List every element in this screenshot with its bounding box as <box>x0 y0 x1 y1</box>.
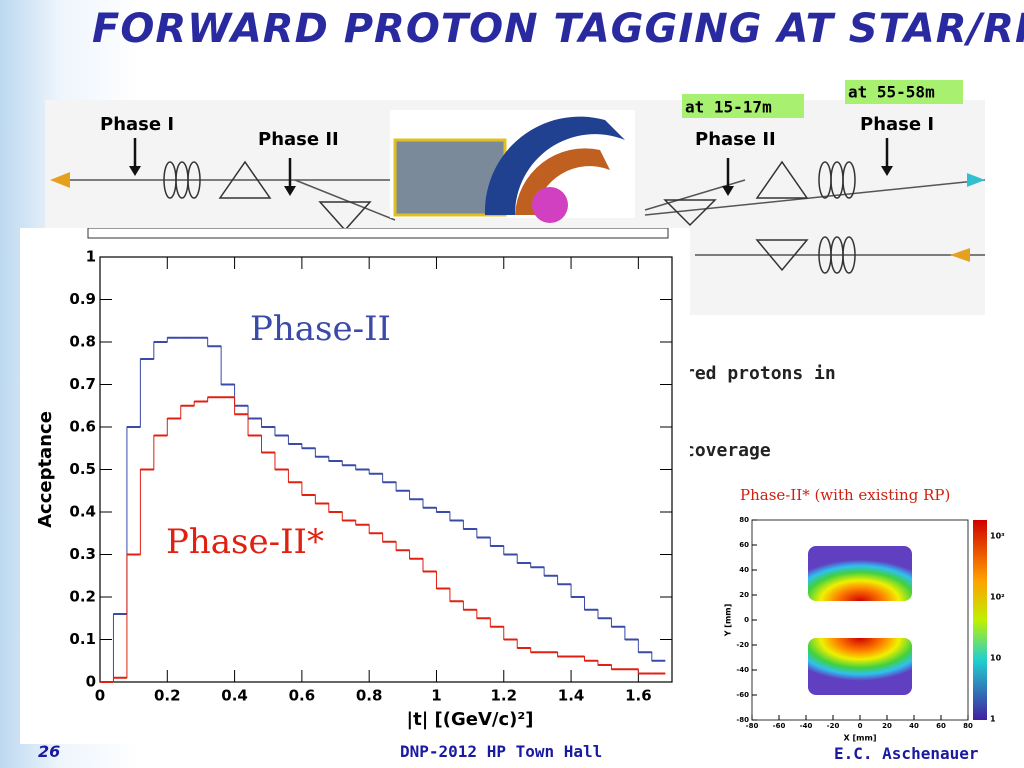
x-tick-label: 0.2 <box>154 687 181 705</box>
beam-line <box>294 179 396 221</box>
heatmap-y-tick-label: 80 <box>739 516 749 524</box>
y-tick-label: 0.7 <box>69 375 96 393</box>
heatmap-y-tick-label: 0 <box>744 616 749 624</box>
heatmap-x-tick-label: -80 <box>746 722 759 730</box>
magnets <box>163 160 856 274</box>
series-label: Phase-II <box>250 309 391 349</box>
heatmap-y-tick-label: 60 <box>739 541 749 549</box>
heatmap-ylabel: Y [mm] <box>724 604 733 638</box>
y-tick-label: 0.8 <box>69 333 96 351</box>
x-axis-label: |t| [(GeV/c)²] <box>407 709 534 730</box>
heatmap-background <box>718 478 1016 748</box>
colorbar-label: 1 <box>990 715 996 724</box>
heatmap-region <box>808 638 912 695</box>
heatmap-x-tick-label: 60 <box>936 722 946 730</box>
heatmap-xlabel: X [mm] <box>844 734 877 743</box>
bullet-text: coverage <box>684 440 771 461</box>
star-detector <box>390 110 635 223</box>
phase-label: Phase I <box>100 114 174 135</box>
x-tick-label: 0.8 <box>356 687 383 705</box>
beam-arrow <box>950 248 970 262</box>
footer-page: 26 <box>38 742 61 761</box>
colorbar-label: 10³ <box>990 532 1005 541</box>
location-label: at 15-17m <box>685 98 772 117</box>
y-tick-label: 1 <box>86 248 96 266</box>
y-tick-label: 0.4 <box>69 503 96 521</box>
y-tick-label: 0.6 <box>69 418 96 436</box>
chart-background <box>20 228 690 744</box>
label-highlight <box>845 80 963 104</box>
heatmap-x-tick-label: -60 <box>773 722 786 730</box>
phase-label: Phase II <box>258 129 339 150</box>
x-tick-label: 1 <box>431 687 441 705</box>
x-tick-label: 1.6 <box>625 687 652 705</box>
colorbar-label: 10 <box>990 654 1002 663</box>
beam-arrow <box>50 172 70 188</box>
heatmap-y-tick-label: -20 <box>736 641 749 649</box>
heatmap-x-tick-label: 20 <box>882 722 892 730</box>
y-tick-label: 0.1 <box>69 630 96 648</box>
y-tick-label: 0 <box>86 673 96 691</box>
series-label: Phase-II* <box>166 522 324 562</box>
heatmap-x-tick-label: -40 <box>800 722 813 730</box>
x-tick-label: 0 <box>95 687 105 705</box>
phase-label: Phase II <box>695 129 776 150</box>
panel-edge <box>87 228 669 239</box>
heatmap-x-tick-label: 0 <box>858 722 863 730</box>
heatmap-region <box>808 546 912 601</box>
y-tick-label: 0.5 <box>69 460 96 478</box>
x-tick-label: 1.2 <box>490 687 517 705</box>
colorbar <box>973 520 987 720</box>
x-tick-label: 0.6 <box>289 687 316 705</box>
phase-label: Phase I <box>860 114 934 135</box>
pot-arrow-heads <box>129 166 893 196</box>
label-highlight <box>682 94 804 118</box>
heatmap-y-tick-label: 20 <box>739 591 749 599</box>
x-tick-label: 0.4 <box>221 687 248 705</box>
y-axis-label: Acceptance <box>35 411 56 528</box>
heatmap-y-tick-label: 40 <box>739 566 749 574</box>
pot-arrows <box>133 138 889 188</box>
beam-line <box>644 179 986 216</box>
bullet-text: red protons in <box>684 363 836 384</box>
heatmap-x-tick-label: 40 <box>909 722 919 730</box>
x-tick-label: 1.4 <box>558 687 585 705</box>
y-tick-label: 0.3 <box>69 545 96 563</box>
heatmap-y-tick-label: -40 <box>736 666 749 674</box>
heatmap-y-tick-label: -60 <box>736 691 749 699</box>
footer-author: E.C. Aschenauer <box>834 744 979 763</box>
footer-event: DNP-2012 HP Town Hall <box>400 742 603 761</box>
location-label: at 55-58m <box>848 83 935 102</box>
acceptance-chart: 0 0.1 0.2 0.3 0.4 0.5 0.6 0.7 0.8 0.9 1 0 0.2 0.4 0.6 0… <box>20 228 690 744</box>
heatmap-x-tick-label: -20 <box>827 722 840 730</box>
heatmap-x-tick-label: 80 <box>963 722 973 730</box>
heatmap-y-tick-label: -80 <box>736 716 749 724</box>
heatmap-title: Phase-II* (with existing RP) <box>740 486 950 504</box>
y-tick-label: 0.9 <box>69 290 96 308</box>
slide-title: FORWARD PROTON TAGGING AT STAR/RHIC <box>92 6 1024 52</box>
colorbar-label: 10² <box>990 593 1005 602</box>
heatmap-panel: Phase-II* (with existing RP) X [mm] Y [m… <box>718 478 1016 748</box>
y-tick-label: 0.2 <box>69 588 96 606</box>
beam-arrow <box>967 173 985 187</box>
